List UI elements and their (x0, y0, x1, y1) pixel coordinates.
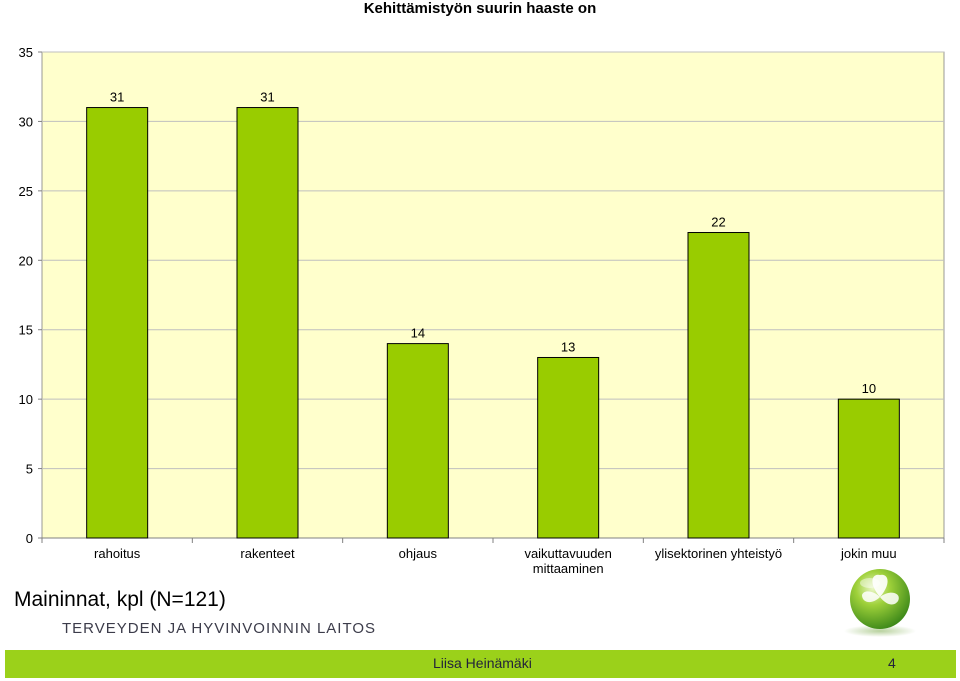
bar (837, 398, 900, 539)
bar (236, 107, 299, 539)
y-tick-label: 30 (19, 114, 33, 129)
x-tick-label: jokin muu (840, 546, 897, 561)
x-tick-label: ylisektorinen yhteistyö (655, 546, 782, 561)
bar-chart: 0 5 10 15 20 25 30 35 31 rahoitus 31 rakenteet 14 ohj… (19, 45, 945, 576)
data-label: 13 (561, 339, 575, 354)
x-tick-label: mittaaminen (533, 561, 604, 576)
y-tick-label: 5 (26, 462, 33, 477)
x-tick-label: rahoitus (94, 546, 141, 561)
bar (386, 343, 449, 539)
x-tick-label: ohjaus (399, 546, 438, 561)
y-tick-label: 10 (19, 392, 33, 407)
footer: Liisa Heinämäki 4 (0, 648, 960, 681)
green-leaf-sphere-icon (844, 569, 916, 637)
data-label: 14 (411, 326, 425, 341)
bar (86, 107, 149, 539)
plot-area (41, 51, 945, 539)
chart-subtitle: Maininnat, kpl (N=121) (14, 588, 226, 611)
data-label: 31 (110, 90, 124, 105)
slide-number: 4 (888, 655, 896, 671)
y-tick-label: 20 (19, 253, 33, 268)
data-label: 31 (260, 90, 274, 105)
organization-name: TERVEYDEN JA HYVINVOINNIN LAITOS (62, 620, 377, 637)
presenter-name: Liisa Heinämäki (433, 655, 532, 671)
x-tick-label: vaikuttavuuden (524, 546, 611, 561)
y-tick-label: 15 (19, 323, 33, 338)
bar (687, 232, 750, 539)
bar (537, 356, 600, 539)
data-label: 22 (711, 215, 725, 230)
y-tick-label: 0 (26, 531, 33, 546)
y-tick-label: 35 (19, 45, 33, 60)
x-tick-label: rakenteet (240, 546, 295, 561)
data-label: 10 (862, 381, 876, 396)
footer-bar (5, 650, 956, 678)
y-tick-label: 25 (19, 184, 33, 199)
chart-title: Kehittämistyön suurin haaste on (363, 0, 597, 17)
